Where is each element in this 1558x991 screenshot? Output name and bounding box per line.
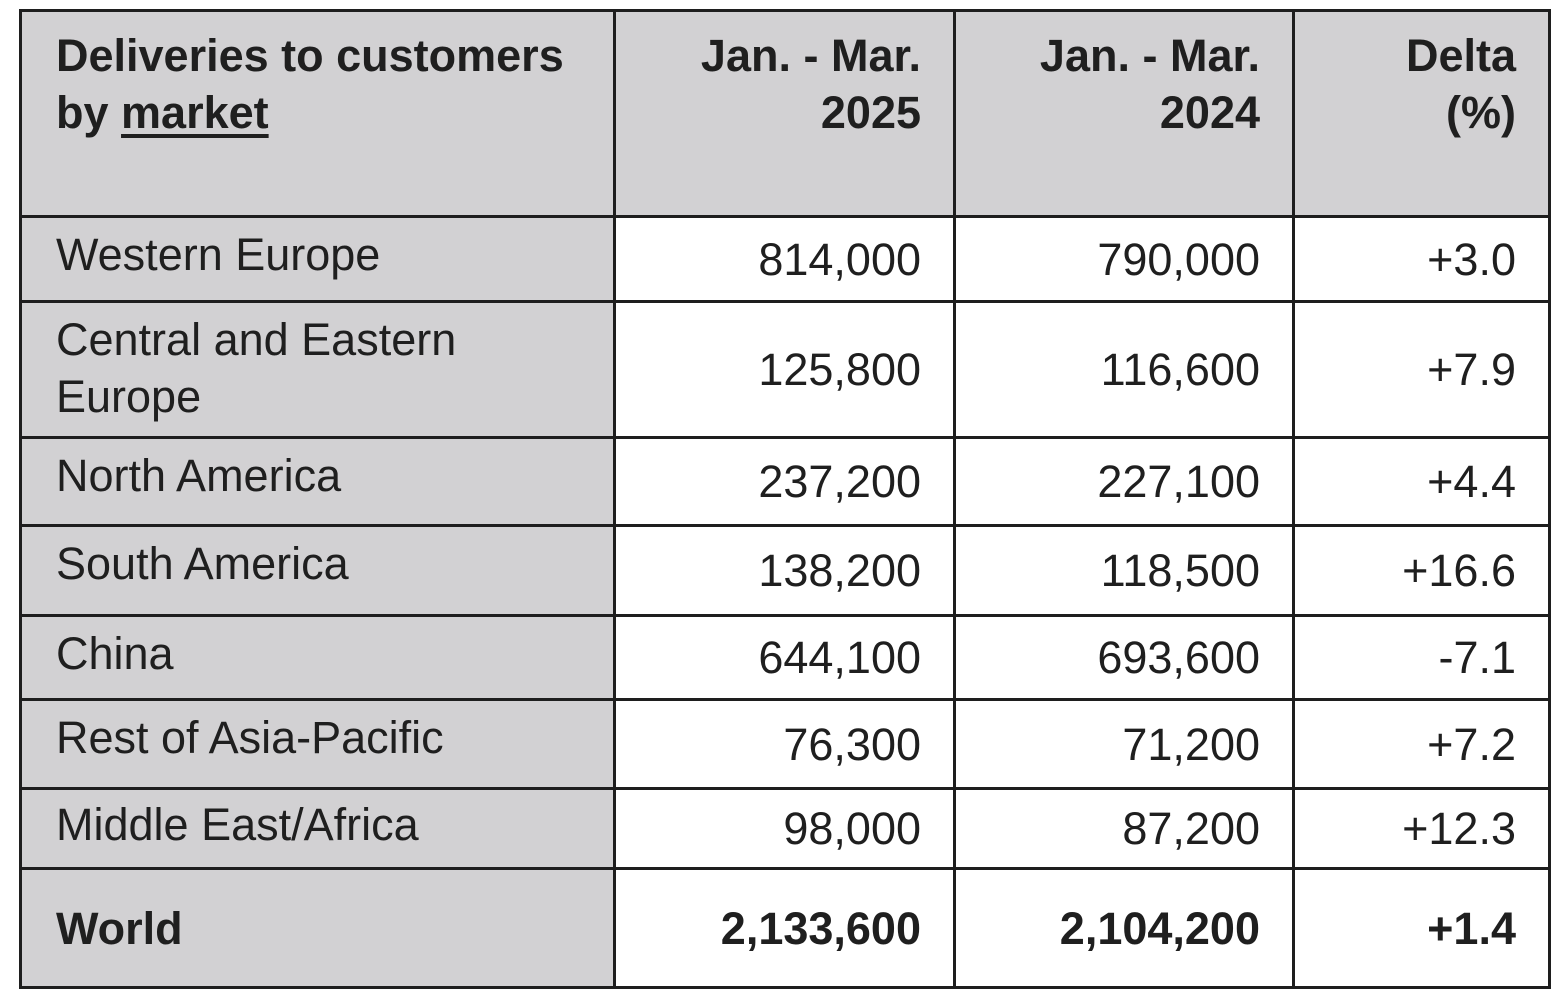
header-delta: Delta (%) <box>1292 9 1551 218</box>
value-2024-cell: 71,200 <box>953 698 1295 790</box>
value-2025-cell: 98,000 <box>613 787 956 870</box>
header-col3-line2: 2024 <box>1159 87 1260 138</box>
total-2024-cell: 2,104,200 <box>953 867 1295 989</box>
header-market: Deliveries to customers by market <box>19 9 616 218</box>
table-row: North America 237,200 227,100 +4.4 <box>19 436 1551 527</box>
value-2024-cell: 227,100 <box>953 436 1295 527</box>
deliveries-table: Deliveries to customers by market Jan. -… <box>19 9 1551 989</box>
market-cell: Central and Eastern Europe <box>19 300 616 439</box>
delta-cell: +3.0 <box>1292 215 1551 303</box>
value-2025-cell: 76,300 <box>613 698 956 790</box>
header-market-line1: Deliveries to customers <box>56 30 564 81</box>
table-row: South America 138,200 118,500 +16.6 <box>19 524 1551 617</box>
market-cell: Western Europe <box>19 215 616 303</box>
value-2024-cell: 87,200 <box>953 787 1295 870</box>
market-cell-line1: Central and Eastern <box>56 314 457 365</box>
table-row: Middle East/Africa 98,000 87,200 +12.3 <box>19 787 1551 870</box>
market-cell: Middle East/Africa <box>19 787 616 870</box>
header-col4-line1: Delta <box>1405 30 1516 81</box>
total-2025-cell: 2,133,600 <box>613 867 956 989</box>
header-row: Deliveries to customers by market Jan. -… <box>19 9 1551 218</box>
header-col3-line1: Jan. - Mar. <box>1039 30 1260 81</box>
table-header: Deliveries to customers by market Jan. -… <box>19 9 1551 218</box>
header-jan-mar-2025: Jan. - Mar. 2025 <box>613 9 956 218</box>
value-2025-cell: 237,200 <box>613 436 956 527</box>
value-2025-cell: 814,000 <box>613 215 956 303</box>
value-2024-cell: 116,600 <box>953 300 1295 439</box>
table-row: Western Europe 814,000 790,000 +3.0 <box>19 215 1551 303</box>
market-cell: Rest of Asia-Pacific <box>19 698 616 790</box>
market-cell-line2: Europe <box>56 371 202 422</box>
market-cell: South America <box>19 524 616 617</box>
value-2025-cell: 138,200 <box>613 524 956 617</box>
delta-cell: +7.9 <box>1292 300 1551 439</box>
header-jan-mar-2024: Jan. - Mar. 2024 <box>953 9 1295 218</box>
table-body: Western Europe 814,000 790,000 +3.0 Cent… <box>19 215 1551 989</box>
header-market-prefix: by <box>56 87 122 138</box>
delta-cell: -7.1 <box>1292 614 1551 701</box>
value-2024-cell: 790,000 <box>953 215 1295 303</box>
deliveries-table-container: Deliveries to customers by market Jan. -… <box>19 9 1551 989</box>
total-market-cell: World <box>19 867 616 989</box>
market-link[interactable]: market <box>121 87 269 138</box>
delta-cell: +12.3 <box>1292 787 1551 870</box>
delta-cell: +16.6 <box>1292 524 1551 617</box>
table-row: Rest of Asia-Pacific 76,300 71,200 +7.2 <box>19 698 1551 790</box>
delta-cell: +7.2 <box>1292 698 1551 790</box>
total-delta-cell: +1.4 <box>1292 867 1551 989</box>
value-2024-cell: 693,600 <box>953 614 1295 701</box>
header-col2-line2: 2025 <box>820 87 921 138</box>
header-col4-line2: (%) <box>1446 87 1516 138</box>
value-2024-cell: 118,500 <box>953 524 1295 617</box>
total-row: World 2,133,600 2,104,200 +1.4 <box>19 867 1551 989</box>
delta-cell: +4.4 <box>1292 436 1551 527</box>
market-cell: China <box>19 614 616 701</box>
value-2025-cell: 644,100 <box>613 614 956 701</box>
table-row: China 644,100 693,600 -7.1 <box>19 614 1551 701</box>
table-row: Central and Eastern Europe 125,800 116,6… <box>19 300 1551 439</box>
market-cell: North America <box>19 436 616 527</box>
value-2025-cell: 125,800 <box>613 300 956 439</box>
header-col2-line1: Jan. - Mar. <box>700 30 921 81</box>
